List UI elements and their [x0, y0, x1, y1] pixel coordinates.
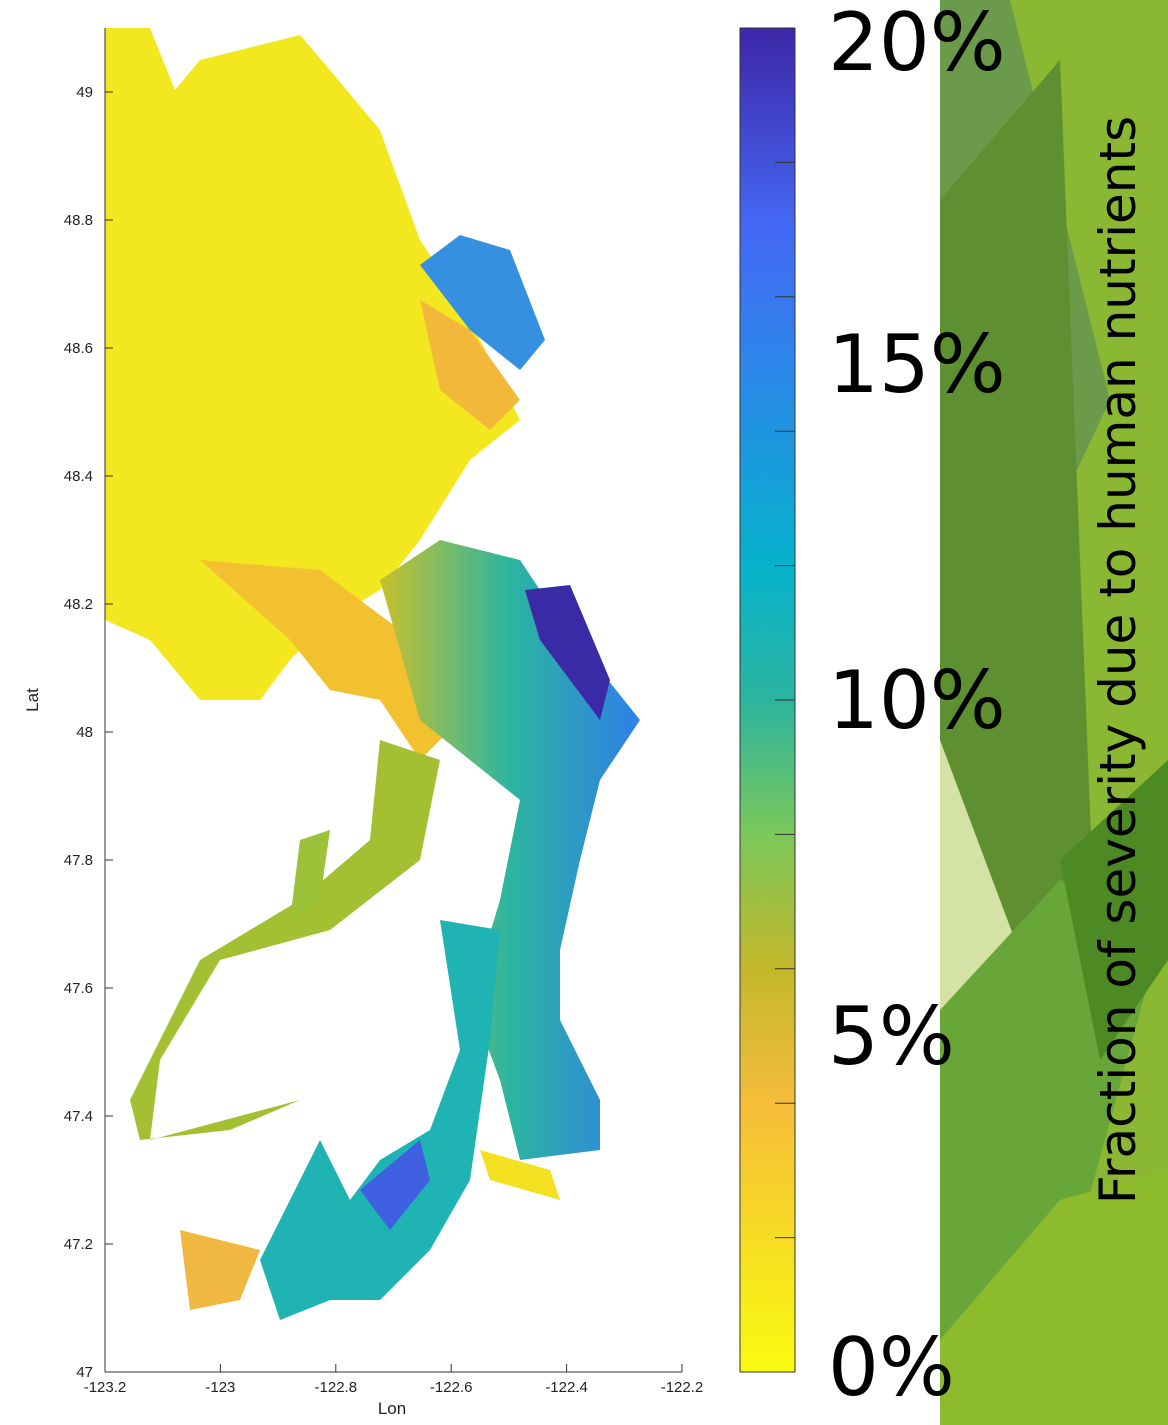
x-tick-label: -123	[205, 1379, 235, 1396]
colorbar-tick-label: 5%	[828, 990, 955, 1083]
y-tick-label: 48.2	[64, 596, 93, 613]
x-axis-label: Lon	[378, 1399, 406, 1418]
y-tick-label: 48	[76, 724, 93, 741]
x-tick-label: -122.4	[545, 1379, 588, 1396]
decor-panel	[940, 0, 1168, 1425]
y-axis-label: Lat	[23, 688, 42, 712]
x-tick-label: -122.8	[315, 1379, 358, 1396]
x-tick-label: -122.2	[661, 1379, 704, 1396]
y-tick-label: 48.8	[64, 212, 93, 229]
y-tick-label: 47.6	[64, 980, 93, 997]
y-tick-label: 48.6	[64, 340, 93, 357]
colorbar-tick-label: 0%	[828, 1321, 955, 1414]
y-tick-label: 47	[76, 1364, 93, 1381]
colorbar-tick-label: 20%	[828, 0, 1006, 89]
map-water	[105, 28, 640, 1320]
colorbar-label: Fraction of severity due to human nutrie…	[1089, 116, 1147, 1204]
y-tick-label: 49	[76, 84, 93, 101]
colorbar-tick-label: 15%	[828, 318, 1006, 411]
y-tick-label: 47.8	[64, 852, 93, 869]
y-tick-label: 47.2	[64, 1236, 93, 1253]
colorbar-tick-label: 10%	[828, 654, 1006, 747]
x-tick-label: -123.2	[84, 1379, 127, 1396]
x-tick-label: -122.6	[430, 1379, 473, 1396]
y-tick-label: 47.4	[64, 1108, 93, 1125]
y-tick-label: 48.4	[64, 468, 93, 485]
